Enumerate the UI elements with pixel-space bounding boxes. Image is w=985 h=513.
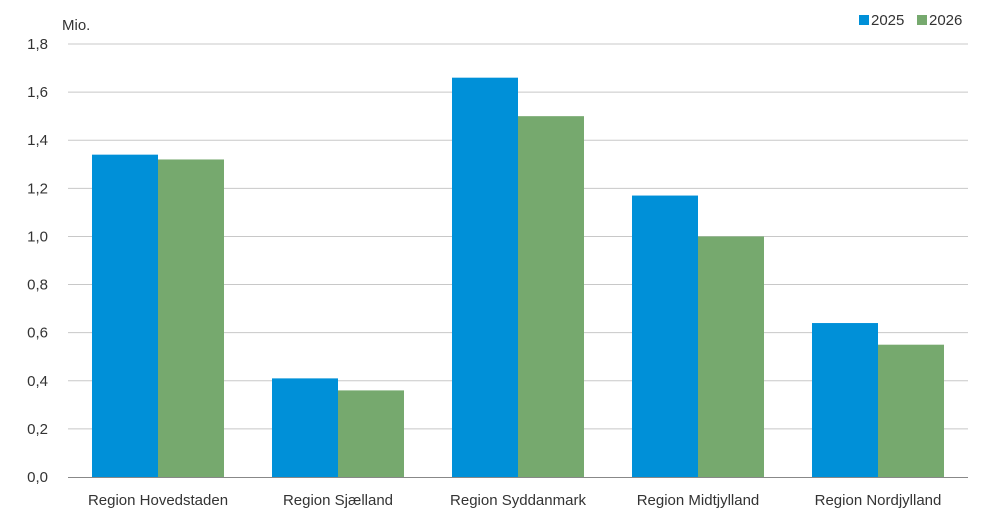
y-axis-unit-label: Mio. — [62, 17, 90, 34]
bar-2025-0 — [92, 154, 158, 477]
y-axis-ticks: 0,0 0,2 0,4 0,6 0,8 1,0 1,2 1,4 1,6 1,8 — [27, 36, 48, 486]
bar-2026-0 — [158, 159, 224, 477]
y-tick-label: 0,8 — [27, 277, 48, 294]
bar-2026-3 — [698, 236, 764, 477]
y-tick-label: 0,4 — [27, 373, 48, 390]
x-category-label: Region Nordjylland — [815, 492, 942, 509]
legend-label: 2026 — [929, 12, 962, 29]
legend-swatch-2025 — [859, 15, 869, 25]
legend: 2025 2026 — [859, 12, 962, 29]
y-tick-label: 0,0 — [27, 469, 48, 486]
x-axis-labels: Region Hovedstaden Region Sjælland Region … — [88, 492, 941, 509]
legend-label: 2025 — [871, 12, 904, 29]
y-tick-label: 0,6 — [27, 325, 48, 342]
bar-2025-1 — [272, 378, 338, 477]
y-tick-label: 1,0 — [27, 228, 48, 245]
legend-swatch-2026 — [917, 15, 927, 25]
y-tick-label: 1,6 — [27, 84, 48, 101]
x-category-label: Region Hovedstaden — [88, 492, 228, 509]
bar-2026-2 — [518, 116, 584, 478]
y-tick-label: 1,8 — [27, 36, 48, 53]
x-category-label: Region Midtjylland — [637, 492, 760, 509]
x-category-label: Region Syddanmark — [450, 492, 586, 509]
bar-2026-4 — [878, 344, 944, 477]
x-category-label: Region Sjælland — [283, 492, 393, 509]
y-tick-label: 1,2 — [27, 180, 48, 197]
y-tick-label: 0,2 — [27, 421, 48, 438]
bars — [92, 77, 944, 478]
bar-2026-1 — [338, 390, 404, 477]
bar-2025-4 — [812, 323, 878, 477]
y-tick-label: 1,4 — [27, 132, 48, 149]
bar-2025-3 — [632, 195, 698, 478]
bar-2025-2 — [452, 77, 518, 477]
